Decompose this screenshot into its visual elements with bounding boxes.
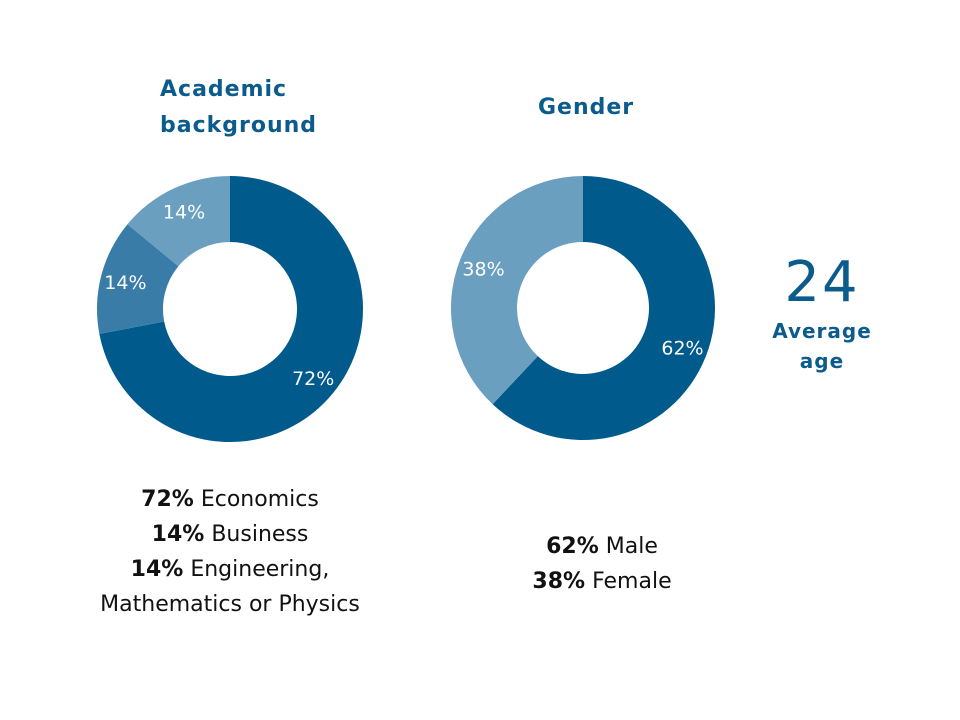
donut-slice-business [97,224,179,334]
legend-item: 14% Engineering, [130,557,330,582]
academic-legend: 72% Economics 14% Business 14% Engineeri… [70,482,390,622]
legend-item: 72% Economics [141,487,319,512]
donut-slice-female [451,176,583,405]
slice-data-label: 62% [661,337,703,359]
gender-legend: 62% Male 38% Female [452,529,752,599]
donut-slice-male [492,176,716,440]
legend-item: 62% Male [546,534,658,559]
age-label: Average age [760,316,884,376]
academic-title: Academic background [160,72,317,144]
age-label-line2: age [799,349,845,373]
legend-item: 38% Female [532,569,672,594]
slice-data-label: 14% [104,272,146,294]
legend-item-cont: Mathematics or Physics [100,592,360,617]
donut-slice-engineering-mathematics-or-physics [127,176,230,267]
legend-item: 14% Business [151,522,309,547]
slice-data-label: 14% [163,201,205,223]
academic-title-line1: Academic [160,77,288,102]
academic-title-line2: background [160,113,318,138]
donut-slice-economics [99,176,363,443]
slice-data-label: 38% [462,259,504,281]
gender-title: Gender [538,95,635,120]
age-value: 24 [784,250,860,315]
age-label-line1: Average [772,319,872,343]
slice-data-label: 72% [292,368,334,390]
average-age: 24 Average age [760,250,884,376]
